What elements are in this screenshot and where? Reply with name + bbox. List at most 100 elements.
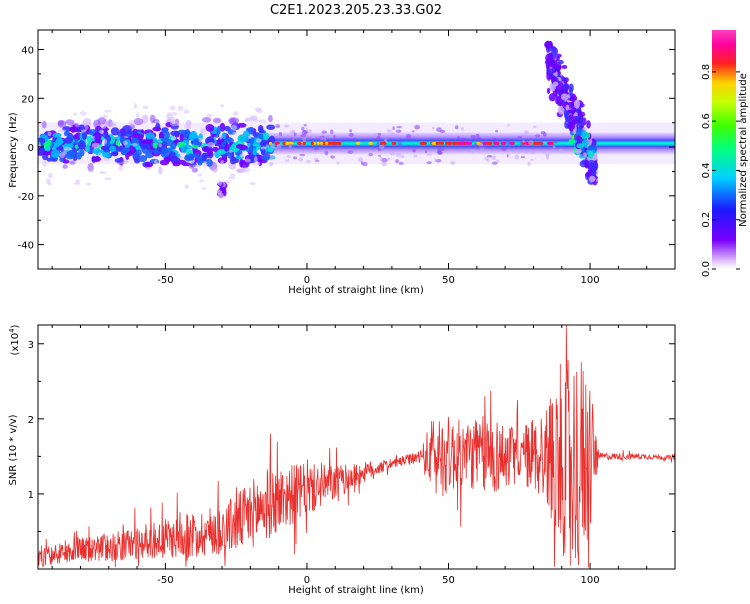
spectrogram-cell [557,105,565,115]
spectrogram-cell [126,130,136,135]
spectrogram-cell [99,171,107,175]
spectrogram-cell [362,161,368,167]
spectrogram-cell [373,133,378,136]
spectrogram-cell [56,136,63,146]
spectrogram-cell [588,159,596,167]
spectrogram-cell [229,156,237,165]
spectrogram-cell [414,124,421,130]
spectrogram-cell [360,161,364,166]
spectrogram-cell [211,146,220,152]
spectrogram-cell [114,158,124,163]
spectrogram-x-axis-label: Height of straight line (km) [288,285,424,296]
spectrogram-cell [475,133,480,138]
spectrogram-cell [586,120,591,129]
spectrogram-cell [253,161,261,166]
spectrogram-cell [448,141,453,145]
spectrogram-cell [227,151,233,159]
spectrogram-cell [358,157,363,163]
spectrogram-cell [201,132,208,135]
spectrogram-cell [458,141,465,145]
spectrogram-cell [434,158,437,162]
spectrogram-cell [278,131,283,137]
x-tick-label: -50 [157,575,173,586]
spectrogram-cell [460,127,464,131]
spectrogram-cell [419,141,425,145]
spectrogram-cell [568,97,577,102]
spectrogram-cell [406,133,412,139]
spectrogram-cell [191,167,199,173]
spectrogram-cell [276,143,282,149]
spectrogram-cell [48,172,53,179]
spectrogram-cell [246,127,253,132]
spectrogram-cell [104,177,112,181]
spectrogram-cell [249,117,253,123]
spectrogram-cell [407,145,410,149]
spectrogram-cell [103,144,111,154]
spectrogram-cell [145,132,155,139]
spectrogram-cell [431,141,437,145]
spectrogram-cell [328,134,335,138]
spectrogram-cell [263,152,270,156]
spectrogram-cell [336,161,340,165]
spectrogram-cell [552,145,556,149]
spectrogram-cell [212,117,222,124]
spectrogram-cell [389,152,396,156]
spectrogram-cell [301,126,305,131]
spectrogram-cell [202,162,208,168]
spectrogram-cell [301,130,308,136]
spectrogram-cell [239,158,244,168]
spectrogram-cell [161,146,168,155]
spectrogram-frame [37,29,676,270]
spectrogram-cell [437,148,442,153]
spectrogram-cell [85,144,91,153]
spectrogram-cell [229,150,233,153]
spectrogram-cell [141,114,149,124]
x-tick-label: 0 [304,575,310,586]
spectrogram-cell [111,150,119,157]
spectrogram-cell [191,153,200,158]
spectrogram-cell [340,140,344,143]
spectrogram-cell [197,173,203,177]
spectrogram-cell [133,118,144,126]
spectrogram-cell [64,137,73,144]
noisy-region [38,102,276,199]
spectrogram-cell [216,125,221,135]
spectrogram-cell [470,134,476,139]
y-tick-label: 1 [28,490,34,501]
spectrogram-cell [132,142,138,146]
spectrogram-cell [501,146,507,152]
spectrogram-cell [535,134,540,138]
spectrogram-cell [252,118,258,123]
spectrogram-cell [170,136,177,141]
spectrogram-cell [330,155,335,159]
spectrogram-cell [99,129,105,134]
spectrogram-cell [185,128,190,137]
spectrogram-cell [565,104,570,111]
spectrogram-cell [247,135,252,139]
spectrogram-cell [355,141,361,145]
spectrogram-cell [456,136,460,140]
spectrogram-cell [239,136,250,142]
spectrogram-cell [91,142,100,149]
spectrogram-cell [109,121,116,128]
spectrogram-cell [133,102,137,109]
spectrogram-cell [206,142,215,148]
spectrogram-cell [368,153,373,157]
spectrogram-cell [549,61,558,68]
y-tick-label: 20 [21,94,34,105]
spectrogram-cell [395,159,399,164]
spectrogram-cell [527,161,531,166]
spectrogram-cell [97,152,102,157]
spectrogram-cell [321,130,327,134]
spectrogram-cell [505,140,511,145]
spectrogram-cell [302,137,307,143]
spectrogram-cell [286,154,292,158]
spectrogram-cell [473,142,478,148]
spectrogram-cell [491,155,497,161]
spectrogram-cell [519,141,523,146]
spectrogram-cell [268,135,276,144]
spectrogram-cell [521,151,528,154]
spectrogram-cell [289,130,296,135]
spectrogram-cell [165,113,173,120]
snr-frame [37,324,676,570]
